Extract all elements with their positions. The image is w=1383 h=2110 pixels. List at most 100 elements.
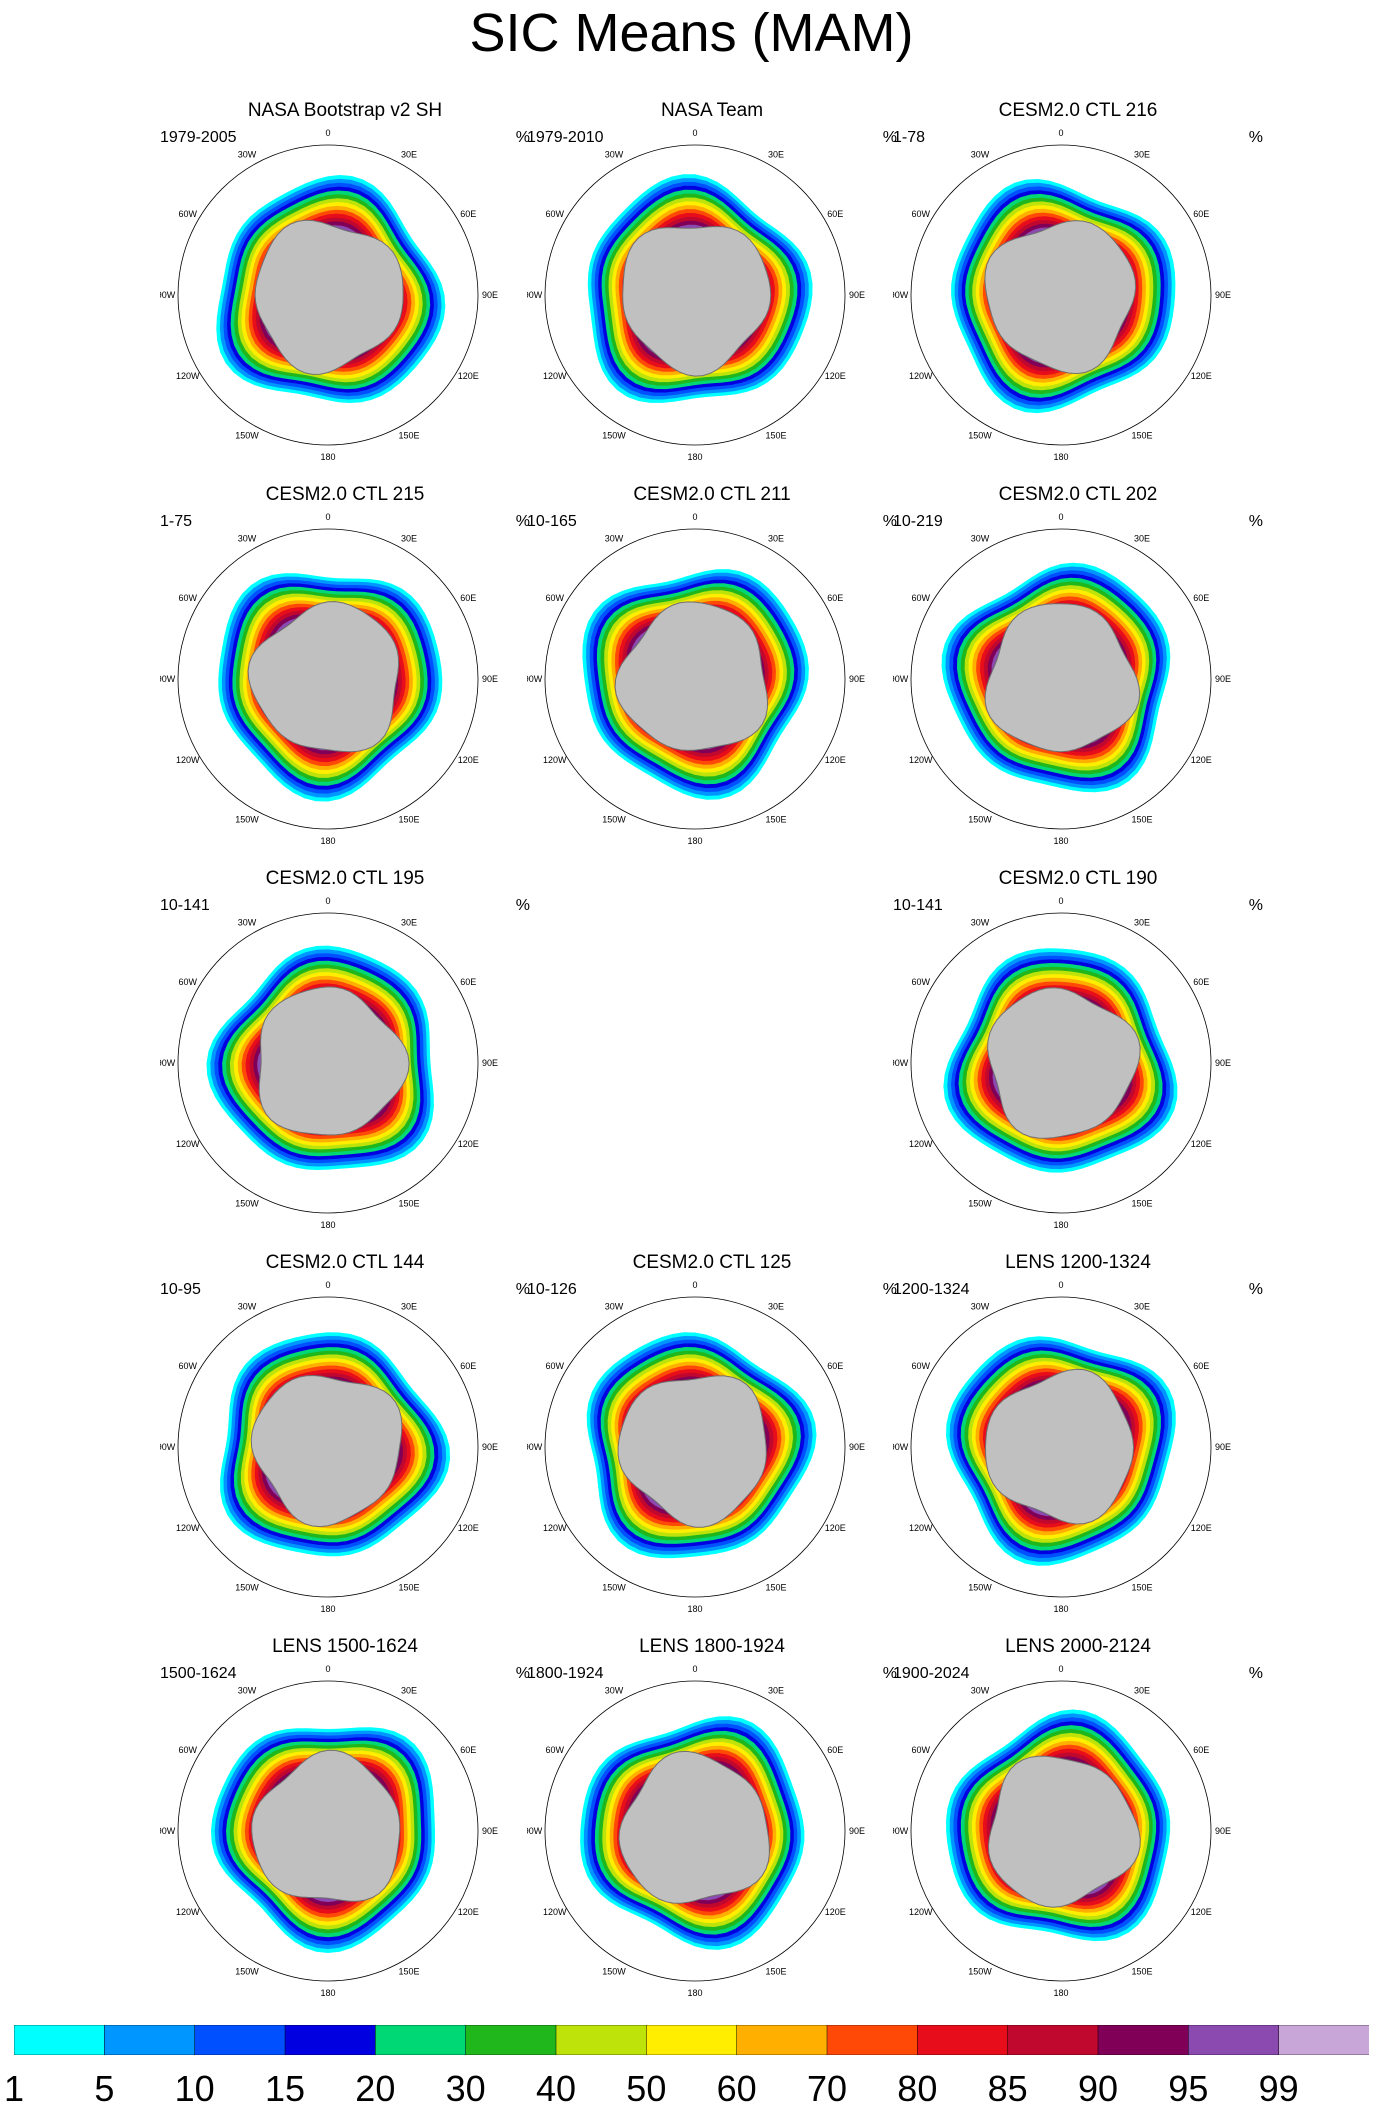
longitude-label: 150E	[765, 1582, 786, 1592]
longitude-label: 60E	[460, 593, 476, 603]
longitude-label: 90E	[849, 674, 865, 684]
longitude-label: 120E	[458, 1523, 479, 1533]
longitude-label: 120E	[825, 1907, 846, 1917]
longitude-label: 150E	[398, 1198, 419, 1208]
colorbar-swatch	[646, 2025, 738, 2055]
panel-title: LENS 1200-1324	[1005, 1252, 1151, 1273]
map-panel: LENS 1800-1924 1800-1924% 0 30E 60E 90E 120E 15…	[527, 1636, 897, 2016]
longitude-label: 0	[1058, 1280, 1063, 1290]
longitude-label: 30W	[238, 534, 257, 544]
longitude-label: 30E	[1134, 1686, 1150, 1696]
longitude-label: 150W	[602, 814, 626, 824]
longitude-label: 120W	[543, 371, 567, 381]
antarctica-landmass	[987, 987, 1141, 1139]
colorbar-labels: 1 5 10 15 20 30 40 50 60 70 80 85 90 95 99	[0, 2068, 1383, 2109]
panel-years: 1500-1624	[160, 1665, 237, 1682]
map-boundary	[910, 1296, 1212, 1598]
longitude-label: 120E	[825, 755, 846, 765]
antarctica-landmass	[247, 601, 400, 753]
colorbar-swatch	[826, 2025, 919, 2055]
longitude-label: 0	[325, 896, 330, 906]
longitude-label: 30E	[768, 534, 784, 544]
longitude-label: 90W	[893, 674, 909, 684]
longitude-label: 30E	[1134, 534, 1150, 544]
longitude-label: 0	[325, 1664, 330, 1674]
polar-map: 0 30E 60E 90E 120E 150E 180 150W 120W 90W 60W 30W	[527, 128, 865, 462]
map-panel: NASA Team 1979-2010% 0 30E 60E 90E 120E 150E 180…	[527, 100, 897, 480]
panel-title: CESM2.0 CTL 211	[633, 484, 791, 505]
panel-years: 1979-2005	[160, 129, 237, 146]
colorbar-swatch	[1007, 2025, 1099, 2055]
longitude-label: 60W	[911, 1361, 930, 1371]
longitude-label: 120E	[825, 371, 846, 381]
longitude-label: 30W	[238, 150, 257, 160]
longitude-label: 180	[320, 836, 335, 846]
antarctica-landmass	[622, 225, 772, 377]
colorbar-swatch	[736, 2025, 828, 2055]
antarctica-landmass	[614, 601, 769, 751]
longitude-label: 150W	[235, 814, 259, 824]
longitude-label: 60E	[827, 593, 843, 603]
longitude-label: 150W	[235, 1198, 259, 1208]
panel-title: CESM2.0 CTL 190	[998, 868, 1158, 889]
panel-units: %	[1248, 1281, 1263, 1298]
map-panel: LENS 1200-1324 1200-1324% 0 30E 60E 90E 120E 15…	[893, 1252, 1263, 1632]
panel-units: %	[882, 129, 897, 146]
panel-units: %	[1248, 897, 1263, 914]
panel-years: 1979-2010	[527, 129, 604, 146]
colorbar-tick-label: 15	[264, 2068, 306, 2109]
map-panel: CESM2.0 CTL 216 1-78% 0 30E 60E 90E 120E 150E 18…	[893, 100, 1263, 480]
map-boundary	[177, 1680, 479, 1982]
map-boundary	[544, 1296, 846, 1598]
longitude-label: 180	[320, 1220, 335, 1230]
longitude-label: 30W	[238, 1686, 257, 1696]
colorbar-tick-label: 50	[626, 2068, 667, 2109]
longitude-label: 150E	[765, 430, 786, 440]
longitude-label: 90E	[482, 290, 498, 300]
panel-years: 10-141	[160, 897, 210, 914]
longitude-label: 30W	[605, 1686, 624, 1696]
longitude-label: 60E	[1193, 1361, 1209, 1371]
antarctica-landmass	[254, 219, 404, 375]
map-panel: CESM2.0 CTL 144 10-95% 0 30E 60E 90E 120E 150E 1…	[160, 1252, 530, 1632]
longitude-label: 150W	[602, 430, 626, 440]
longitude-label: 60W	[178, 977, 197, 987]
longitude-label: 0	[692, 512, 697, 522]
longitude-label: 0	[325, 1280, 330, 1290]
longitude-label: 60W	[178, 1745, 197, 1755]
longitude-label: 60E	[1193, 977, 1209, 987]
longitude-label: 90W	[527, 1442, 543, 1452]
colorbar	[14, 2025, 1369, 2055]
longitude-label: 150W	[968, 1582, 992, 1592]
polar-map: 0 30E 60E 90E 120E 150E 180 150W 120W 90W 60W 30W	[527, 1280, 865, 1614]
polar-map: 0 30E 60E 90E 120E 150E 180 150W 120W 90W 60W 30W	[160, 896, 498, 1230]
map-boundary	[910, 1680, 1212, 1982]
longitude-label: 150E	[398, 430, 419, 440]
panel-title: CESM2.0 CTL 144	[265, 1252, 425, 1273]
antarctica-landmass	[250, 1374, 403, 1528]
colorbar-swatch	[1188, 2025, 1280, 2055]
panel-units: %	[515, 897, 530, 914]
longitude-label: 30W	[238, 918, 257, 928]
longitude-label: 30W	[238, 1302, 257, 1312]
panel-units: %	[1248, 513, 1263, 530]
longitude-label: 150E	[398, 1966, 419, 1976]
longitude-label: 150E	[398, 1582, 419, 1592]
longitude-label: 30W	[971, 150, 990, 160]
panel-years: 10-165	[527, 513, 577, 530]
colorbar-tick-label: 85	[987, 2068, 1028, 2109]
panel-units: %	[882, 1665, 897, 1682]
longitude-label: 60W	[178, 593, 197, 603]
longitude-label: 120E	[825, 1523, 846, 1533]
longitude-label: 150W	[235, 430, 259, 440]
panel-units: %	[1248, 1665, 1263, 1682]
longitude-label: 120E	[1191, 1523, 1212, 1533]
longitude-label: 60W	[911, 1745, 930, 1755]
longitude-label: 90E	[849, 1826, 865, 1836]
map-panel: NASA Bootstrap v2 SH 1979-2005% 0 30E 60E 90E…	[160, 100, 530, 480]
longitude-label: 150W	[968, 1198, 992, 1208]
longitude-label: 0	[692, 1664, 697, 1674]
polar-map: 0 30E 60E 90E 120E 150E 180 150W 120W 90W 60W 30W	[160, 1280, 498, 1614]
panel-title: LENS 1500-1624	[272, 1636, 418, 1657]
map-boundary	[910, 912, 1212, 1214]
